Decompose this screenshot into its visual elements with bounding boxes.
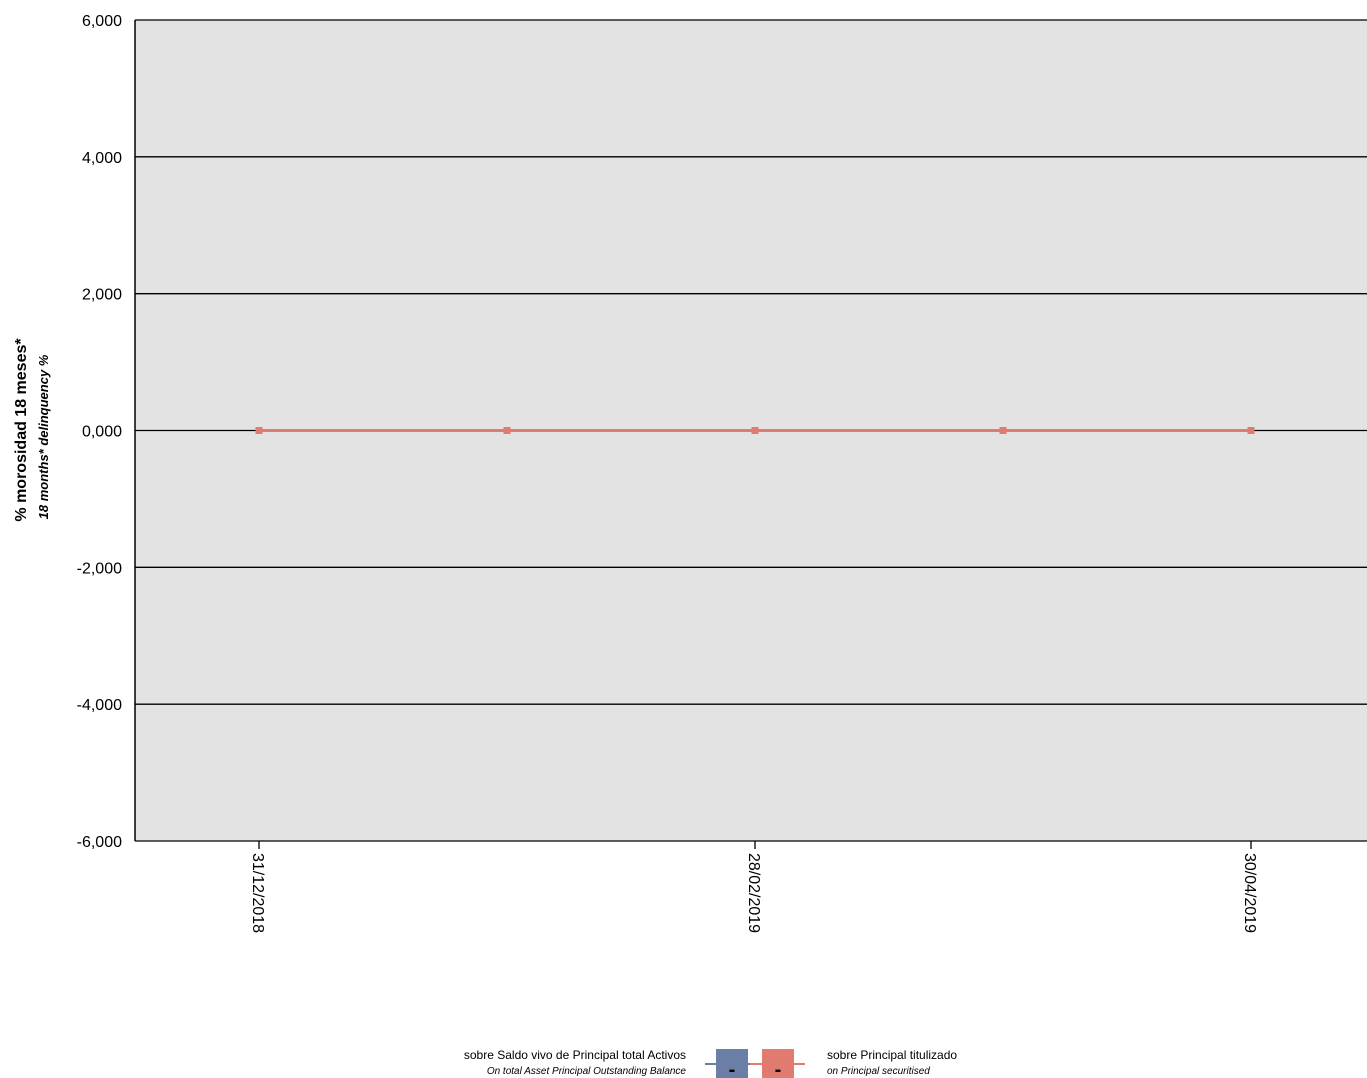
legend-series-1-label: sobre Saldo vivo de Principal total Acti… (464, 1048, 686, 1062)
y-tick-label: 0,000 (82, 424, 122, 441)
legend: sobre Saldo vivo de Principal total Acti… (464, 1048, 957, 1078)
series-2-point (503, 427, 511, 434)
legend-series-2-sublabel: on Principal securitised (827, 1066, 930, 1077)
y-tick-label: 2,000 (82, 287, 122, 304)
series-2-point (1247, 427, 1255, 434)
legend-series-2-swatch (762, 1049, 794, 1078)
series-2-point (999, 427, 1007, 434)
y-axis-label: % morosidad 18 meses* (13, 338, 30, 522)
y-tick-label: 4,000 (82, 150, 122, 167)
legend-series-1-swatch (716, 1049, 748, 1078)
series-2-point (751, 427, 759, 434)
x-tick-label: 28/02/2019 (745, 853, 762, 933)
y-axis-sublabel: 18 months* delinquency % (36, 354, 51, 519)
x-tick-label: 31/12/2018 (249, 853, 266, 933)
y-tick-label: -2,000 (77, 560, 122, 577)
y-tick-label: -4,000 (77, 697, 122, 714)
y-tick-label: 6,000 (82, 13, 122, 30)
y-tick-label: -6,000 (77, 834, 122, 851)
legend-series-2-label: sobre Principal titulizado (827, 1048, 957, 1062)
series-layer (255, 427, 1255, 434)
legend-series-2-value: - (775, 1059, 782, 1078)
x-tick-label: 30/04/2019 (1241, 853, 1258, 933)
x-axis-ticks: 31/12/2018 28/02/2019 30/04/2019 (249, 841, 1258, 933)
legend-series-1-sublabel: On total Asset Principal Outstanding Bal… (487, 1066, 687, 1077)
legend-series-1-value: - (729, 1059, 736, 1078)
series-2-point (255, 427, 263, 434)
y-axis-ticks: 6,000 4,000 2,000 0,000 -2,000 -4,000 -6,000 (77, 13, 122, 851)
